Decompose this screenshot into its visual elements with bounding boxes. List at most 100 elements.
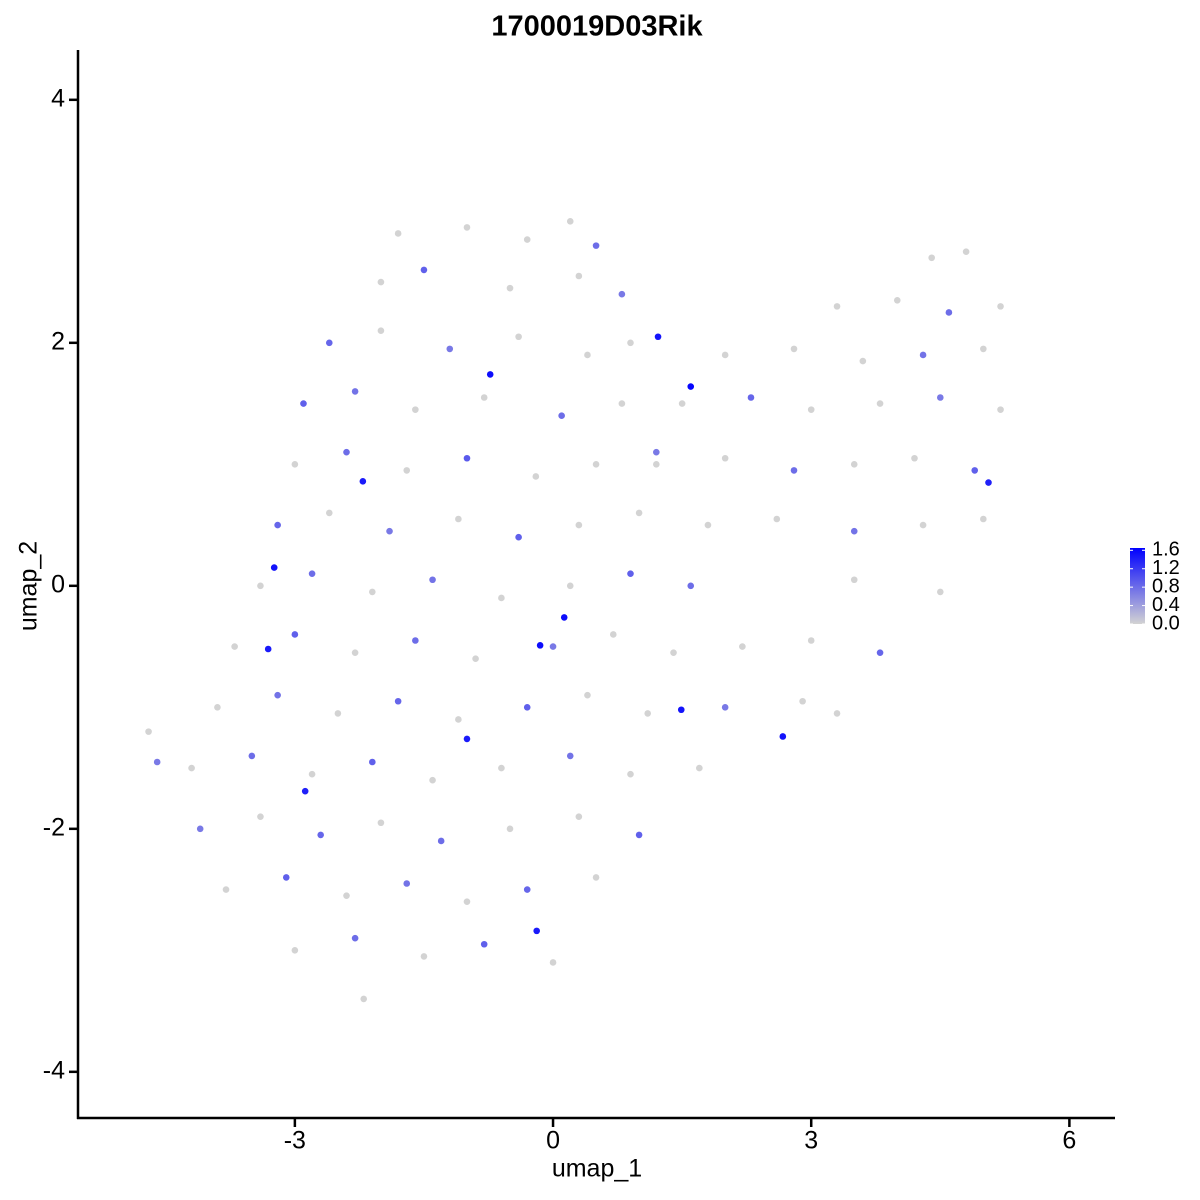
- cell-point: [696, 764, 703, 772]
- cell-point: [291, 631, 299, 638]
- cell-point: [498, 594, 505, 602]
- cell-point: [644, 710, 652, 717]
- cell-point: [653, 461, 660, 468]
- cell-point: [257, 813, 264, 820]
- cell-point: [472, 655, 479, 663]
- cell-point: [214, 704, 221, 711]
- cell-point: [536, 642, 544, 649]
- cell-point: [506, 284, 514, 292]
- y-tick-label: -4: [43, 1056, 65, 1084]
- cell-point: [359, 478, 367, 485]
- cell-point: [575, 521, 583, 529]
- cell-point: [196, 825, 204, 833]
- cell-point: [153, 758, 161, 766]
- cell-point: [592, 874, 600, 881]
- cell-point: [325, 509, 333, 517]
- cell-point: [584, 351, 591, 359]
- y-tick-label: -2: [43, 813, 65, 841]
- cell-point: [859, 357, 867, 365]
- cell-point: [446, 345, 454, 353]
- cell-point: [394, 697, 402, 705]
- cell-point: [670, 649, 677, 656]
- cell-point: [618, 290, 626, 298]
- colorbar-tick-label: 0.0: [1152, 612, 1180, 634]
- cell-point: [558, 412, 565, 420]
- cell-point: [308, 570, 316, 577]
- cell-point: [420, 266, 428, 274]
- cell-point: [627, 570, 634, 577]
- cell-point: [919, 351, 927, 359]
- x-axis-label: umap_1: [552, 1155, 642, 1183]
- cell-point: [506, 825, 514, 833]
- cell-point: [480, 940, 488, 948]
- cell-point: [145, 728, 152, 735]
- cell-point: [455, 515, 462, 523]
- cell-point: [773, 515, 781, 523]
- cell-point: [420, 953, 428, 960]
- cell-point: [429, 776, 436, 784]
- cell-point: [566, 752, 574, 760]
- cell-point: [790, 467, 798, 474]
- cell-point: [945, 309, 953, 316]
- cell-point: [911, 454, 918, 462]
- cell-point: [980, 345, 987, 353]
- cell-point: [627, 770, 634, 778]
- y-tick-label: 2: [51, 327, 65, 355]
- cell-point: [188, 764, 195, 772]
- cell-point: [463, 898, 471, 906]
- cell-point: [687, 582, 695, 590]
- cell-point: [807, 637, 815, 644]
- cell-point: [274, 691, 281, 699]
- chart-title: 1700019D03Rik: [491, 11, 703, 43]
- cell-point: [377, 327, 385, 334]
- cell-point: [635, 509, 643, 517]
- cell-point: [592, 242, 600, 249]
- cell-point: [997, 303, 1004, 310]
- cell-point: [325, 339, 333, 347]
- cell-point: [627, 339, 634, 347]
- x-tick-label: -3: [284, 1127, 306, 1155]
- cell-point: [985, 479, 992, 486]
- cell-point: [486, 371, 494, 378]
- cell-point: [515, 533, 522, 541]
- cell-point: [334, 710, 342, 717]
- cell-point: [463, 454, 471, 462]
- cell-point: [971, 467, 979, 474]
- cell-point: [928, 254, 935, 262]
- cell-point: [919, 521, 927, 529]
- cell-point: [394, 230, 402, 237]
- cell-point: [248, 752, 256, 760]
- y-tick-label: 0: [51, 570, 65, 598]
- cell-point: [799, 697, 806, 705]
- cell-point: [257, 582, 264, 590]
- x-tick-label: 6: [1062, 1127, 1076, 1155]
- cell-point: [515, 333, 522, 341]
- cell-point: [790, 345, 798, 353]
- cell-point: [222, 886, 230, 893]
- colorbar-tick-label: 0.4: [1152, 594, 1180, 616]
- cell-point: [403, 880, 411, 887]
- cell-point: [360, 995, 368, 1003]
- cell-point: [704, 521, 712, 529]
- cell-point: [962, 248, 970, 255]
- cell-point: [412, 637, 419, 644]
- cell-point: [437, 837, 445, 845]
- cell-point: [343, 448, 350, 456]
- cell-point: [678, 400, 686, 407]
- cell-point: [635, 831, 643, 839]
- colorbar: [1130, 548, 1145, 624]
- y-axis-label: umap_2: [15, 541, 43, 631]
- cell-point: [549, 959, 557, 966]
- cell-point: [533, 927, 540, 935]
- cell-point: [455, 716, 462, 723]
- cell-point: [523, 704, 531, 711]
- cell-point: [377, 278, 385, 286]
- cell-point: [386, 527, 393, 535]
- cell-point: [721, 454, 729, 462]
- cell-point: [937, 394, 944, 401]
- cell-point: [463, 735, 471, 743]
- cell-point: [653, 448, 660, 456]
- cell-point: [807, 406, 815, 413]
- cell-point: [833, 710, 841, 717]
